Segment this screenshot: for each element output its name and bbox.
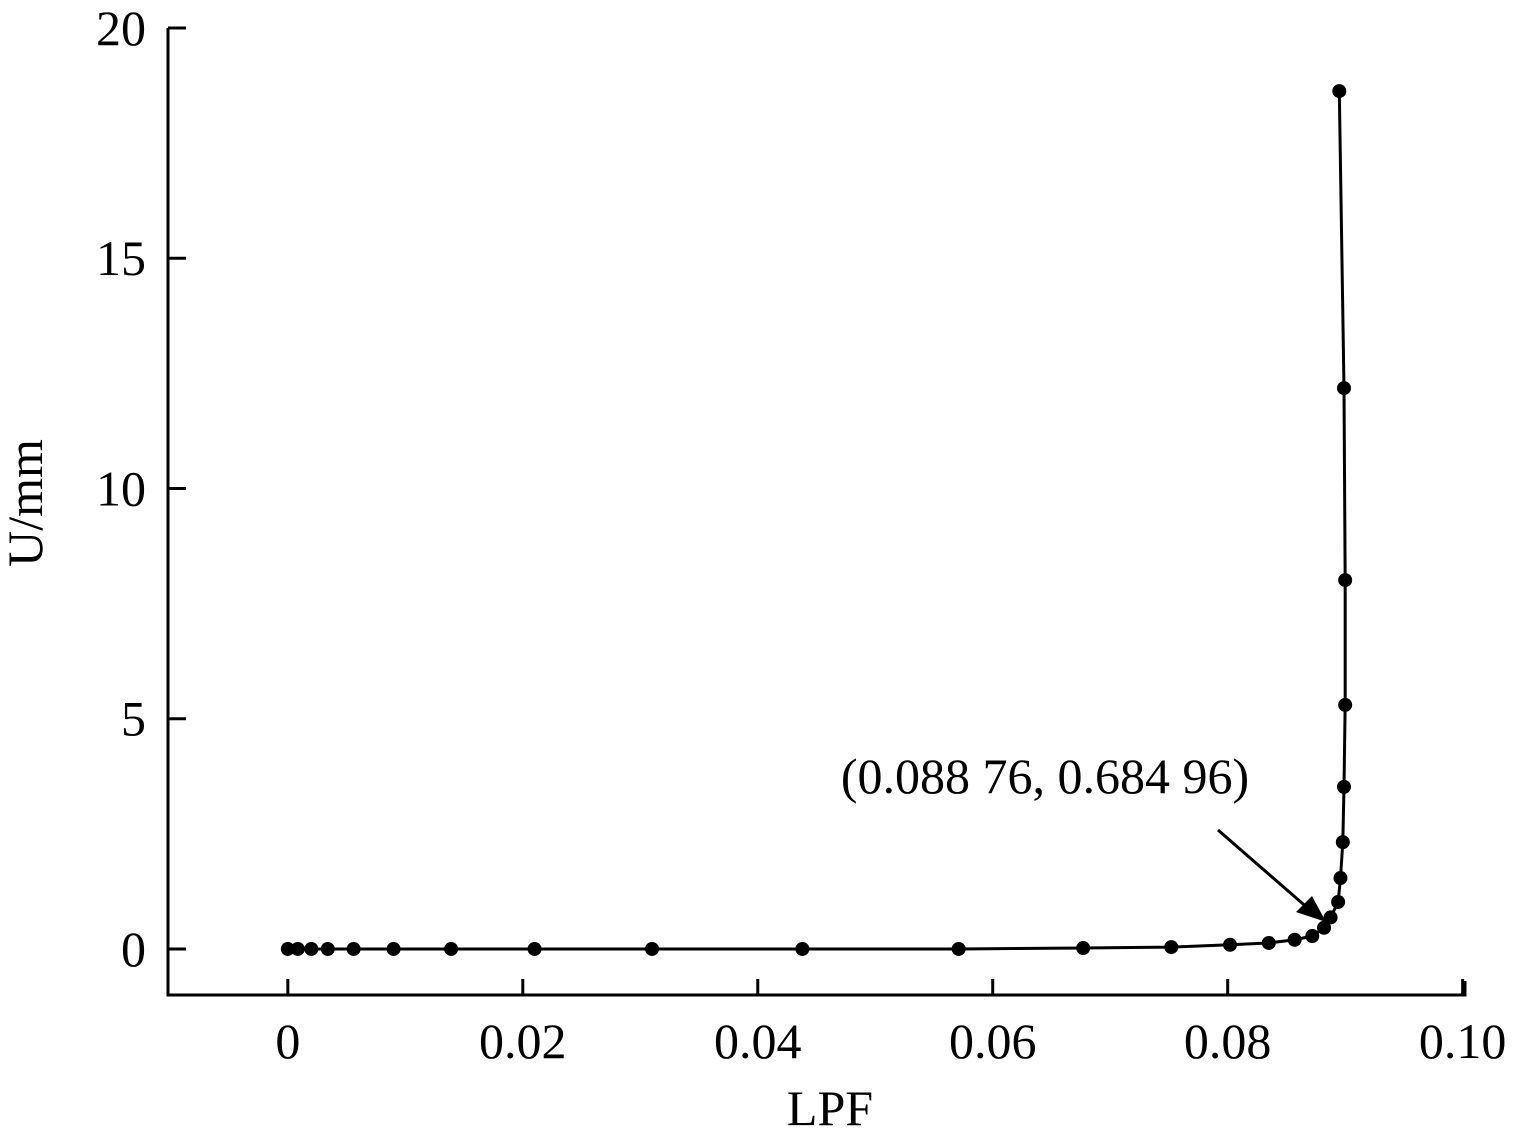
marker [795,941,810,956]
x-tick-label: 0.08 [1184,1013,1272,1069]
y-tick-label: 20 [96,0,146,56]
marker [1336,779,1351,794]
marker [1338,573,1353,588]
marker [645,941,660,956]
marker [1336,381,1351,396]
marker [1223,937,1238,952]
marker [1317,920,1332,935]
marker [1335,835,1350,850]
marker [1164,940,1179,955]
axes [166,28,1467,997]
line [287,91,1347,951]
y-tick-label: 5 [121,691,146,747]
y-tick-label: 15 [96,230,146,286]
arrow-head [1296,896,1326,922]
marker [444,941,459,956]
y-tick-label: 10 [96,460,146,516]
x-tick-label: 0 [275,1013,300,1069]
marker [527,941,542,956]
marker [1331,894,1346,909]
marker [386,941,401,956]
marker [1323,910,1338,925]
marker [1305,929,1320,944]
y-tick-label: 0 [121,921,146,977]
marker [280,941,295,956]
marker [1333,871,1348,886]
x-tick-label: 0.04 [714,1013,802,1069]
x-axis-label: LPF [787,1080,873,1136]
marker [304,941,319,956]
y-axis-label: U/mm [0,439,53,567]
marker [290,941,305,956]
marker [1261,935,1276,950]
marker [951,941,966,956]
x-tick-label: 0.06 [949,1013,1037,1069]
marker [1287,932,1302,947]
marker [1338,697,1353,712]
x-tick-label: 0.02 [479,1013,567,1069]
x-tick-label: 0.10 [1419,1013,1507,1069]
marker [1332,84,1347,99]
annotation: (0.088 76, 0.684 96) [841,748,1249,804]
marker [346,941,361,956]
annotation-arrow [1217,828,1311,912]
marker [320,941,335,956]
marker [1076,941,1091,956]
